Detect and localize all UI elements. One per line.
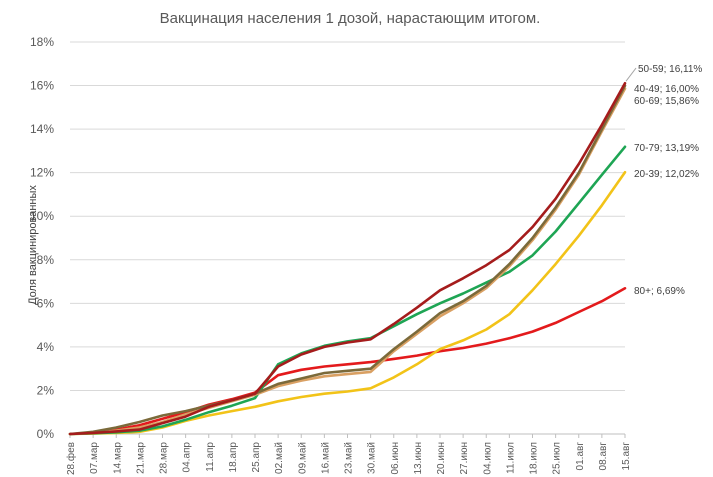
chart-title: Вакцинация населения 1 дозой, нарастающи… bbox=[160, 10, 541, 27]
y-tick-label: 16% bbox=[30, 79, 54, 93]
series-line-50-59 bbox=[68, 81, 627, 436]
series-label-50-59: 50-59; 16,11% bbox=[638, 64, 702, 75]
y-tick-label: 12% bbox=[30, 166, 54, 180]
x-tick-label: 20.июн bbox=[436, 442, 447, 475]
x-tick-label: 13.июн bbox=[413, 442, 424, 475]
x-tick-label: 11.июл bbox=[505, 442, 516, 474]
series-lines bbox=[68, 81, 627, 436]
x-tick-label: 11.апр bbox=[205, 442, 216, 472]
x-tick-label: 18.июл bbox=[529, 442, 540, 475]
x-tick-label: 27.июн bbox=[459, 442, 470, 475]
y-tick-label: 14% bbox=[30, 122, 54, 136]
x-tick-label: 07.мар bbox=[89, 442, 100, 474]
series-label-60-69: 60-69; 15,86% bbox=[634, 96, 699, 107]
x-tick-label: 01.авг bbox=[575, 442, 586, 471]
y-tick-label: 4% bbox=[37, 340, 55, 354]
x-tick-label: 23.май bbox=[344, 442, 355, 474]
x-tick-label: 28.фев bbox=[65, 442, 77, 475]
x-tick-label: 06.июн bbox=[390, 442, 401, 475]
x-tick-label: 28.мар bbox=[159, 442, 170, 474]
x-tick-label: 30.май bbox=[367, 442, 378, 474]
series-line-80+ bbox=[68, 286, 627, 436]
series-label-80+: 80+; 6,69% bbox=[634, 286, 685, 297]
x-tick-label: 15.авг bbox=[621, 442, 632, 471]
x-axis-ticks: 28.фев 07.мар 14.мар 21.мар 28.мар 04.апр 11.а… bbox=[65, 434, 632, 475]
x-tick-label: 14.мар bbox=[112, 442, 123, 474]
x-tick-label: 04.июл bbox=[482, 442, 493, 475]
y-tick-label: 6% bbox=[37, 296, 55, 310]
x-tick-label: 04.апр bbox=[182, 442, 193, 473]
y-tick-label: 18% bbox=[30, 35, 54, 49]
y-tick-label: 2% bbox=[37, 383, 55, 397]
x-tick-label: 18.апр bbox=[228, 442, 239, 473]
x-tick-label: 21.мар bbox=[135, 442, 146, 474]
series-label-20-39: 20-39; 12,02% bbox=[634, 169, 699, 180]
label-leader-line bbox=[625, 67, 637, 82]
series-label-70-79: 70-79; 13,19% bbox=[634, 143, 699, 154]
y-axis-label: Доля вакцинированных bbox=[27, 185, 39, 305]
x-tick-label: 08.авг bbox=[598, 442, 609, 471]
x-tick-label: 16.май bbox=[320, 442, 331, 474]
x-tick-label: 02.май bbox=[274, 442, 285, 474]
x-tick-label: 25.апр bbox=[251, 442, 262, 473]
y-tick-label: 8% bbox=[37, 253, 55, 267]
series-line-60-69 bbox=[68, 87, 627, 436]
series-line-40-49 bbox=[68, 84, 627, 436]
x-tick-label: 25.июл bbox=[552, 442, 563, 475]
y-axis-ticks: 0% 2% 4% 6% 8% 10% 12% 14% 16% 18% bbox=[30, 35, 54, 441]
y-tick-label: 0% bbox=[37, 427, 55, 441]
y-tick-label: 10% bbox=[30, 209, 54, 223]
x-tick-label: 09.май bbox=[297, 442, 308, 474]
series-label-40-49: 40-49; 16,00% bbox=[634, 84, 699, 95]
grid bbox=[70, 41, 625, 435]
series-labels: 80+; 6,69% 20-39; 12,02% 70-79; 13,19% 60-6… bbox=[625, 64, 702, 297]
